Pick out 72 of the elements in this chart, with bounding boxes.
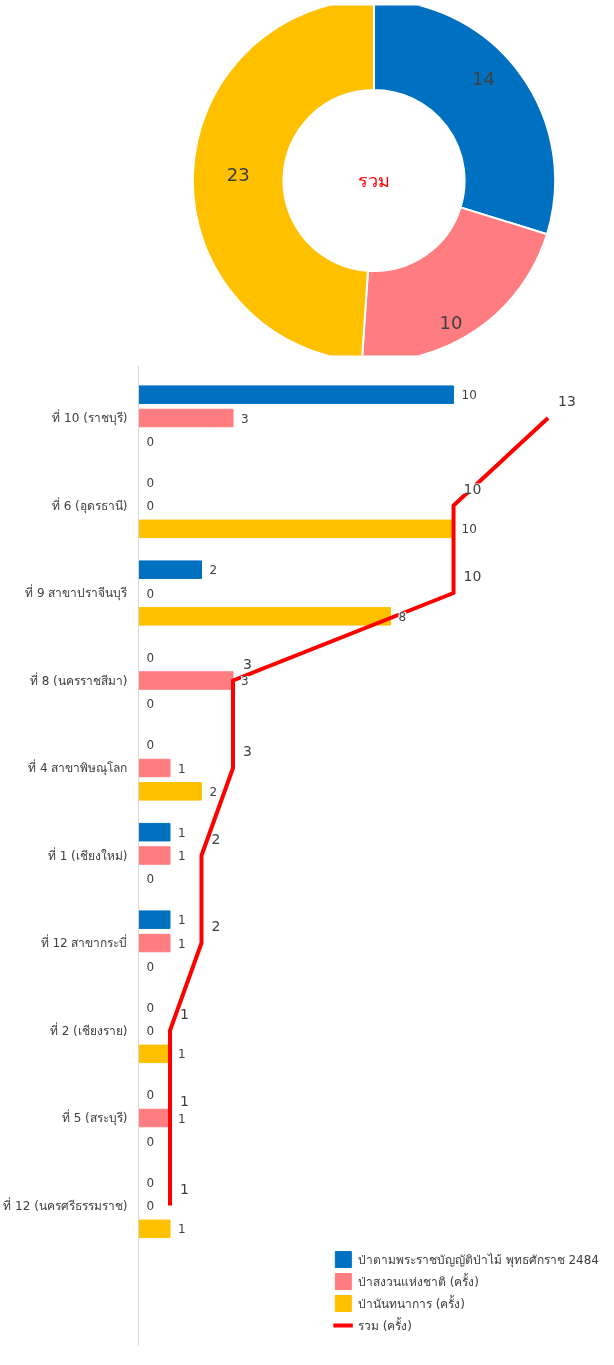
bar	[138, 385, 455, 404]
y-tick-label: ที่ 5 (สระบุรี)	[61, 1109, 128, 1126]
data-label: 0	[146, 1088, 155, 1103]
bar	[138, 1044, 171, 1064]
bar	[138, 822, 171, 842]
data-label: 13	[558, 393, 576, 409]
data-label: 0	[146, 872, 155, 887]
data-label: 1	[180, 1180, 189, 1197]
data-label: 2	[209, 784, 218, 799]
data-label: 0	[146, 1000, 155, 1015]
data-label: 2	[209, 563, 218, 578]
data-label: 10	[463, 568, 482, 584]
legend-label: ป่าตามพระราชบัญญัติป่าไม้ พุทธศักราช 2484	[357, 1251, 599, 1269]
data-label: 0	[146, 1175, 155, 1190]
bar	[138, 910, 171, 929]
data-label: 0	[146, 697, 155, 712]
data-label: 0	[146, 586, 155, 601]
data-label: 1	[178, 936, 186, 951]
data-label: 1	[178, 913, 186, 928]
data-label: 0	[146, 1134, 155, 1149]
bar	[138, 560, 203, 579]
data-label: 0	[146, 1024, 155, 1038]
bar	[138, 1219, 171, 1239]
data-label: 1	[178, 761, 186, 776]
data-label: 3	[241, 674, 249, 688]
data-label: 1	[178, 1111, 186, 1126]
bar	[138, 846, 171, 865]
data-label: 10	[463, 480, 482, 497]
bar	[138, 671, 234, 690]
data-label: 3	[243, 655, 252, 672]
y-tick-label: ที่ 4 สาขาพิษณุโลก	[28, 759, 128, 776]
data-label: 0	[146, 434, 155, 449]
data-label: 2	[211, 830, 221, 847]
text: รวม	[358, 170, 390, 191]
legend-label: รวม (ครั้ง)	[357, 1316, 413, 1335]
data-label: 8	[398, 609, 407, 624]
data-label: 0	[146, 959, 155, 974]
y-tick-label: ที่ 6 (อุดรธานี)	[51, 496, 128, 514]
data-label: 1	[178, 825, 186, 840]
y-tick-label: ที่ 1 (เชียงใหม่)	[47, 846, 128, 863]
legend-label: ป่าสงวนแห่งชาติ (ครั้ง)	[357, 1272, 480, 1291]
data-label: 1	[180, 1093, 189, 1109]
data-label: 0	[146, 738, 155, 753]
data-label: 2	[211, 918, 221, 934]
y-tick-label: ที่ 8 (นครราชสีมา)	[29, 671, 128, 688]
data-label: 0	[146, 499, 155, 513]
data-label: 0	[146, 475, 155, 490]
data-label: 1	[178, 1222, 186, 1237]
data-label: 10	[461, 388, 477, 403]
bar	[138, 519, 455, 539]
legend-label: ป่านันทนาการ (ครั้ง)	[357, 1294, 466, 1313]
data-label: 3	[243, 743, 252, 759]
y-tick-label: ที่ 2 (เชียงราย)	[49, 1021, 128, 1038]
data-label: 0	[146, 1199, 155, 1213]
y-tick-label: ที่ 12 สาขากระบี่	[40, 934, 128, 950]
bar	[138, 933, 171, 953]
y-tick-label: ที่ 10 (ราชบุรี)	[52, 409, 128, 426]
data-label: 14	[471, 67, 495, 89]
data-label: 1	[180, 1005, 189, 1022]
data-label: 10	[461, 522, 477, 537]
data-label: 10	[439, 311, 463, 333]
bar	[138, 782, 203, 801]
y-tick-label: ที่ 12 (นครศรีธรรมราช)	[3, 1196, 128, 1213]
bar	[138, 607, 392, 626]
data-label: 23	[226, 164, 250, 186]
data-label: 3	[241, 411, 249, 426]
data-label: 1	[178, 1047, 186, 1062]
data-label: 0	[146, 650, 155, 665]
y-tick-label: ที่ 9 สาขาปราจีนบุรี	[25, 584, 129, 601]
bar	[138, 758, 171, 778]
bar	[138, 408, 234, 428]
data-label: 1	[178, 849, 186, 863]
